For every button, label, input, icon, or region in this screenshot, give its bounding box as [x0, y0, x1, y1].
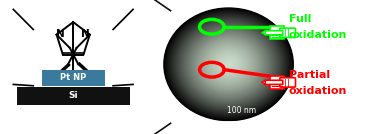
Polygon shape [262, 81, 265, 84]
Ellipse shape [207, 45, 250, 83]
Ellipse shape [204, 43, 253, 85]
Ellipse shape [192, 33, 265, 96]
Ellipse shape [206, 45, 251, 84]
Ellipse shape [208, 46, 249, 83]
Ellipse shape [203, 42, 254, 86]
Ellipse shape [197, 37, 260, 92]
Ellipse shape [164, 8, 293, 121]
Ellipse shape [228, 64, 229, 65]
Ellipse shape [222, 59, 235, 70]
Ellipse shape [169, 12, 288, 116]
Ellipse shape [188, 29, 269, 99]
Ellipse shape [210, 48, 247, 81]
Ellipse shape [221, 58, 236, 71]
Ellipse shape [200, 40, 257, 89]
Ellipse shape [211, 49, 246, 80]
Text: 100 nm: 100 nm [228, 106, 257, 115]
Ellipse shape [182, 24, 276, 105]
Ellipse shape [167, 11, 290, 118]
Ellipse shape [186, 27, 271, 102]
Ellipse shape [225, 62, 232, 67]
Ellipse shape [202, 41, 255, 88]
Ellipse shape [203, 42, 254, 87]
Ellipse shape [184, 26, 273, 103]
Ellipse shape [183, 24, 275, 104]
Text: Si: Si [68, 91, 78, 100]
Ellipse shape [200, 39, 258, 90]
FancyBboxPatch shape [280, 28, 296, 38]
Ellipse shape [220, 57, 237, 71]
Ellipse shape [196, 36, 261, 92]
Ellipse shape [190, 31, 267, 98]
Ellipse shape [224, 60, 234, 69]
Ellipse shape [174, 16, 284, 112]
Text: Full: Full [289, 14, 311, 24]
Ellipse shape [215, 52, 242, 76]
Ellipse shape [189, 30, 268, 99]
Ellipse shape [191, 32, 266, 97]
Ellipse shape [215, 53, 242, 76]
Ellipse shape [171, 14, 286, 114]
Ellipse shape [175, 18, 282, 111]
Ellipse shape [195, 35, 263, 94]
FancyBboxPatch shape [270, 26, 284, 39]
Ellipse shape [183, 25, 274, 104]
FancyBboxPatch shape [42, 70, 105, 86]
Ellipse shape [178, 20, 279, 109]
Ellipse shape [198, 38, 259, 91]
Ellipse shape [177, 19, 280, 109]
Ellipse shape [168, 12, 289, 117]
Ellipse shape [212, 50, 246, 79]
Ellipse shape [220, 57, 237, 72]
Ellipse shape [208, 47, 249, 82]
Ellipse shape [174, 17, 283, 111]
Ellipse shape [225, 61, 232, 68]
Text: Pt NP: Pt NP [60, 73, 86, 82]
Ellipse shape [218, 55, 239, 73]
FancyBboxPatch shape [265, 31, 283, 35]
Ellipse shape [199, 38, 259, 90]
Ellipse shape [191, 31, 266, 97]
Ellipse shape [186, 28, 271, 101]
Ellipse shape [217, 54, 240, 74]
Ellipse shape [201, 40, 256, 88]
Ellipse shape [185, 26, 272, 102]
Polygon shape [262, 31, 265, 34]
Ellipse shape [176, 19, 281, 110]
Ellipse shape [179, 21, 278, 107]
Ellipse shape [170, 14, 287, 115]
Ellipse shape [213, 51, 244, 78]
Ellipse shape [227, 63, 230, 66]
FancyBboxPatch shape [270, 76, 284, 89]
Ellipse shape [212, 50, 245, 78]
FancyBboxPatch shape [280, 78, 296, 87]
Ellipse shape [205, 44, 252, 85]
Ellipse shape [217, 54, 241, 75]
Ellipse shape [172, 15, 285, 113]
Ellipse shape [178, 21, 279, 108]
Ellipse shape [180, 22, 277, 107]
FancyBboxPatch shape [265, 80, 283, 84]
Ellipse shape [214, 52, 243, 77]
FancyBboxPatch shape [17, 87, 130, 105]
Ellipse shape [166, 10, 291, 118]
Ellipse shape [209, 47, 248, 81]
Text: N: N [56, 29, 65, 39]
Ellipse shape [166, 9, 292, 119]
Ellipse shape [193, 33, 264, 95]
Ellipse shape [165, 9, 293, 120]
Text: N: N [81, 29, 90, 39]
Text: oxidation: oxidation [289, 86, 347, 96]
Ellipse shape [173, 16, 284, 113]
Ellipse shape [181, 23, 276, 106]
Ellipse shape [170, 13, 288, 116]
Ellipse shape [194, 34, 263, 95]
Ellipse shape [195, 36, 262, 93]
Ellipse shape [226, 62, 231, 66]
Ellipse shape [187, 28, 270, 100]
Text: oxidation: oxidation [289, 30, 347, 40]
Text: Partial: Partial [289, 70, 330, 80]
Ellipse shape [219, 56, 238, 73]
Ellipse shape [223, 59, 234, 69]
